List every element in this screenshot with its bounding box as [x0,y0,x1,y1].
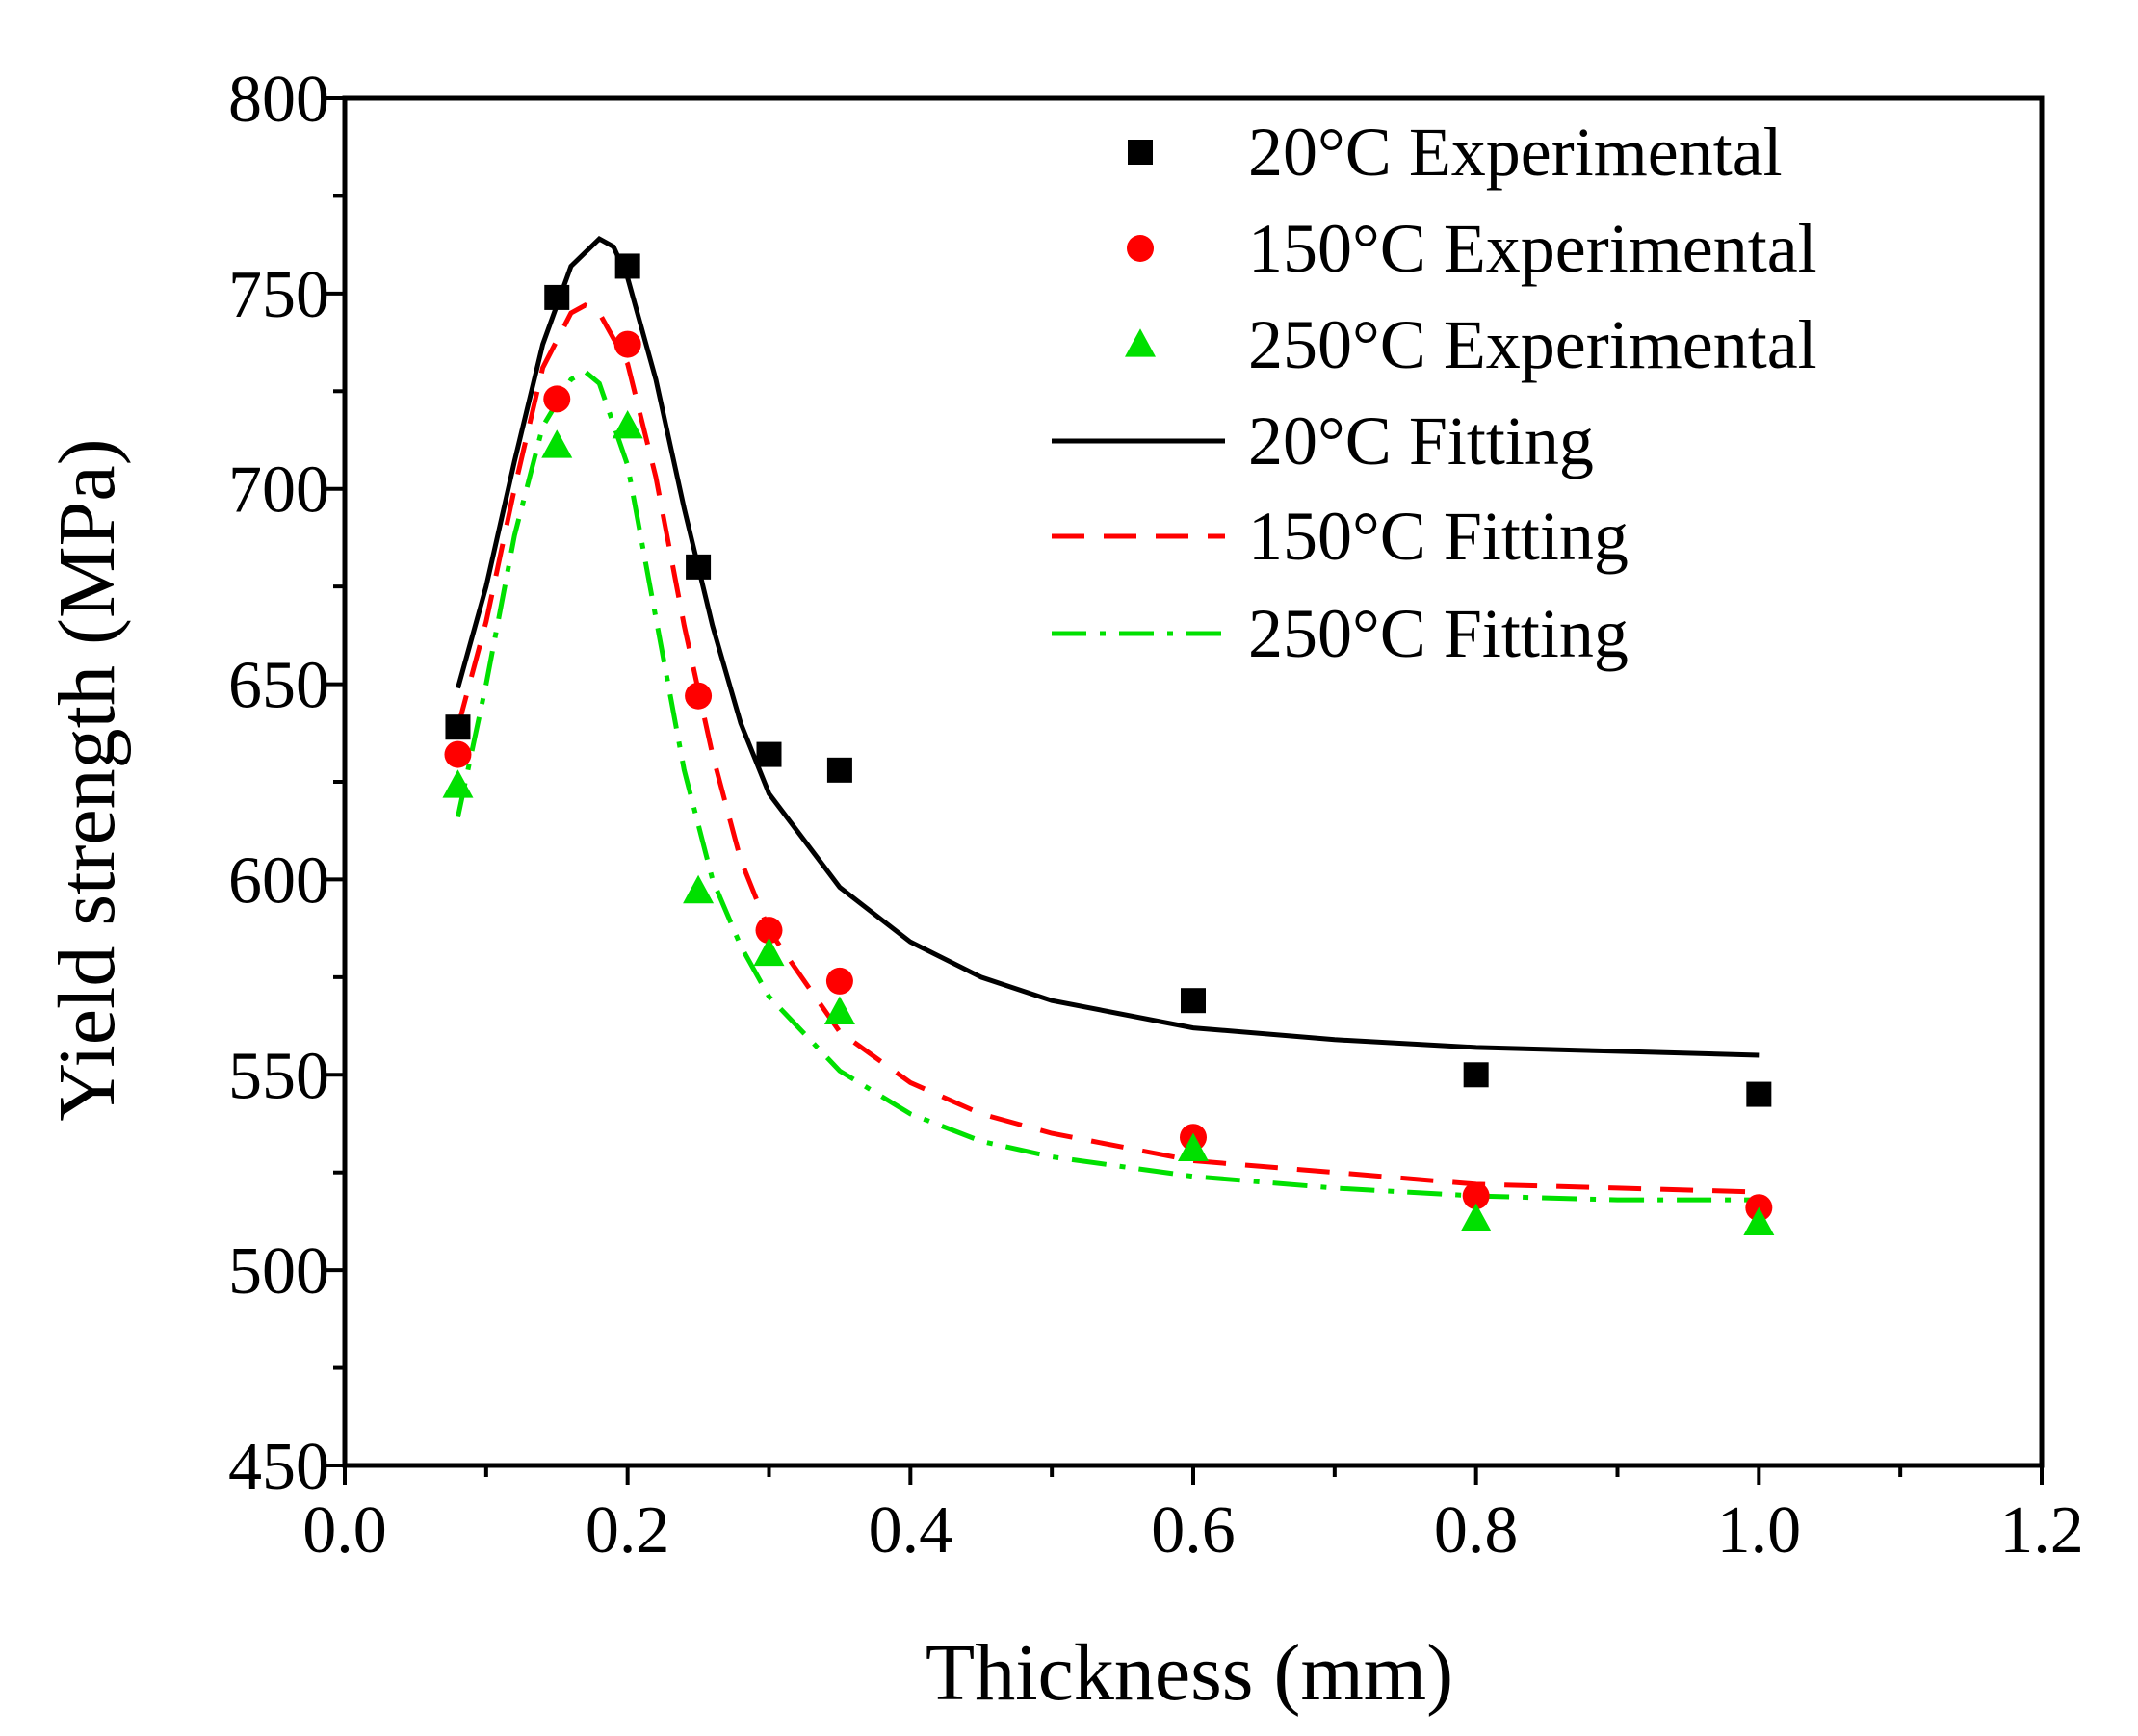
legend-label-4: 150°C Fitting [1248,498,1629,575]
x-tick-label: 0.8 [1434,1493,1519,1568]
legend: 20°C Experimental 150°C Experimental 250°C… [1052,114,1817,672]
fitting-curve-1 [456,302,1760,1195]
x-axis-title: Thickness (mm) [926,1628,1453,1718]
y-tick-label: 550 [228,1039,329,1113]
data-point-s0-6 [1181,988,1206,1014]
data-point-s2-1 [541,429,573,458]
x-tick-label: 0.4 [869,1493,953,1568]
data-point-s0-8 [1746,1081,1772,1107]
legend-symbol-1 [1127,235,1154,262]
y-axis-title: Yield strength (MPa) [42,438,132,1121]
y-tick-label: 500 [228,1234,329,1308]
y-tick-label: 700 [228,453,329,528]
tick-labels: 0.0 0.2 0.4 0.6 0.8 1.0 1.2 450 500 550 600 650 700 7… [228,63,2084,1568]
x-tick-label: 0.0 [302,1493,387,1568]
data-point-s0-3 [686,554,712,580]
legend-label-0: 20°C Experimental [1248,114,1783,191]
y-tick-label: 450 [228,1430,329,1504]
legend-symbol-2 [1125,328,1156,357]
data-point-s2-7 [1460,1203,1492,1231]
legend-label-3: 20°C Fitting [1248,402,1594,479]
data-point-s2-6 [1178,1132,1209,1161]
data-point-s2-3 [683,874,715,904]
x-tick-label: 1.2 [1999,1493,2084,1568]
data-point-s0-4 [756,741,782,767]
data-point-s1-4 [755,917,783,945]
x-tick-label: 0.6 [1151,1493,1236,1568]
data-point-s0-5 [826,757,852,783]
data-point-s2-5 [823,996,855,1024]
data-point-s0-7 [1463,1062,1489,1088]
legend-label-5: 250°C Fitting [1248,595,1629,672]
x-tick-label: 1.0 [1717,1493,1802,1568]
y-tick-label: 600 [228,843,329,918]
data-point-s2-4 [753,937,785,967]
legend-symbol-0 [1128,140,1153,165]
data-point-s0-1 [544,284,570,310]
axes [326,95,2045,1485]
data-point-s2-2 [612,410,643,439]
data-point-s2-8 [1743,1206,1775,1236]
data-point-s1-3 [685,682,713,710]
data-point-s1-0 [444,740,472,768]
legend-label-2: 250°C Experimental [1248,306,1817,383]
experimental-points [442,253,1775,1236]
data-point-s1-7 [1462,1182,1490,1210]
data-point-s1-5 [825,967,853,995]
data-point-s1-2 [613,330,641,358]
y-tick-label: 750 [228,258,329,332]
data-point-s1-1 [543,385,571,413]
data-point-s0-2 [614,253,640,279]
data-point-s2-0 [442,769,474,798]
x-tick-label: 0.2 [586,1493,670,1568]
y-tick-label: 800 [228,63,329,137]
legend-label-1: 150°C Experimental [1248,210,1817,287]
y-tick-label: 650 [228,649,329,723]
data-point-s0-0 [445,714,471,740]
